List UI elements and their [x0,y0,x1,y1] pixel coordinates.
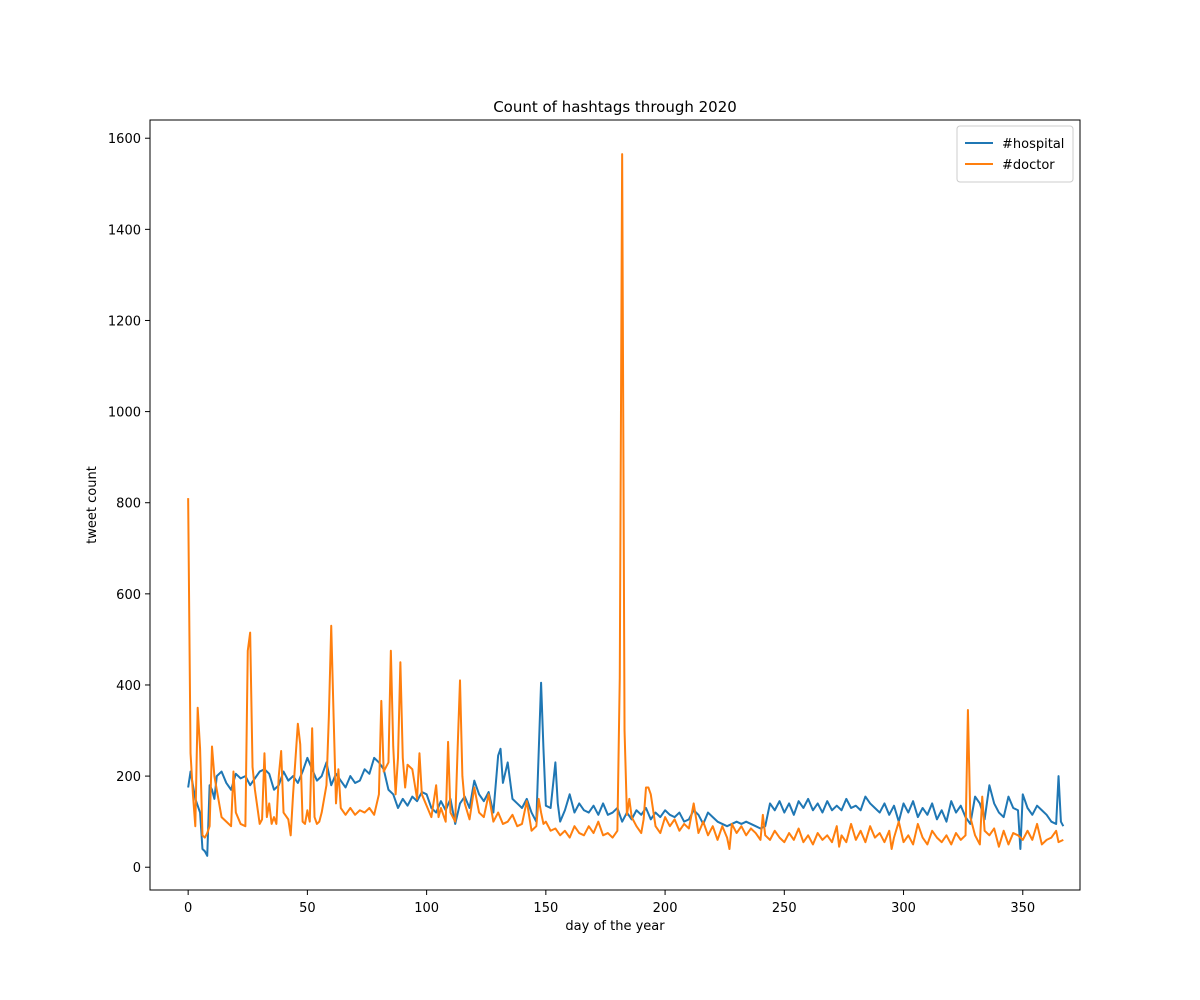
x-tick-label: 300 [891,901,916,916]
y-tick-label: 1400 [108,223,141,238]
y-tick-label: 200 [116,770,141,785]
x-tick-label: 250 [772,901,797,916]
series-line-doctor [187,153,1064,850]
x-tick-label: 350 [1010,901,1035,916]
legend-label: #hospital [1002,137,1064,152]
plot-area [149,119,1081,891]
x-axis-label: day of the year [565,919,665,934]
y-tick-label: 1600 [108,132,141,147]
y-axis-label: tweet count [85,466,100,544]
x-tick-label: 50 [299,901,316,916]
legend-box [956,125,1074,183]
y-tick-label: 1200 [108,314,141,329]
y-tick-label: 0 [133,861,141,876]
plot-frame [149,119,1081,891]
x-tick-label: 200 [653,901,678,916]
y-tick-label: 600 [116,588,141,603]
x-tick-label: 150 [533,901,558,916]
x-tick-label: 100 [414,901,439,916]
legend: #hospital #doctor [956,125,1074,183]
series-line-hospital [187,681,1065,857]
x-axis: 0 50 100 150 200 250 300 350 [184,890,1035,916]
legend-label: #doctor [1002,158,1055,173]
y-tick-label: 1000 [108,406,141,421]
x-tick-label: 0 [184,901,192,916]
y-axis: 0 200 400 600 800 1000 1200 1400 1600 [108,132,150,876]
y-tick-label: 400 [116,679,141,694]
chart-title: Count of hashtags through 2020 [493,98,737,116]
plot-background [150,120,1080,890]
y-tick-label: 800 [116,497,141,512]
